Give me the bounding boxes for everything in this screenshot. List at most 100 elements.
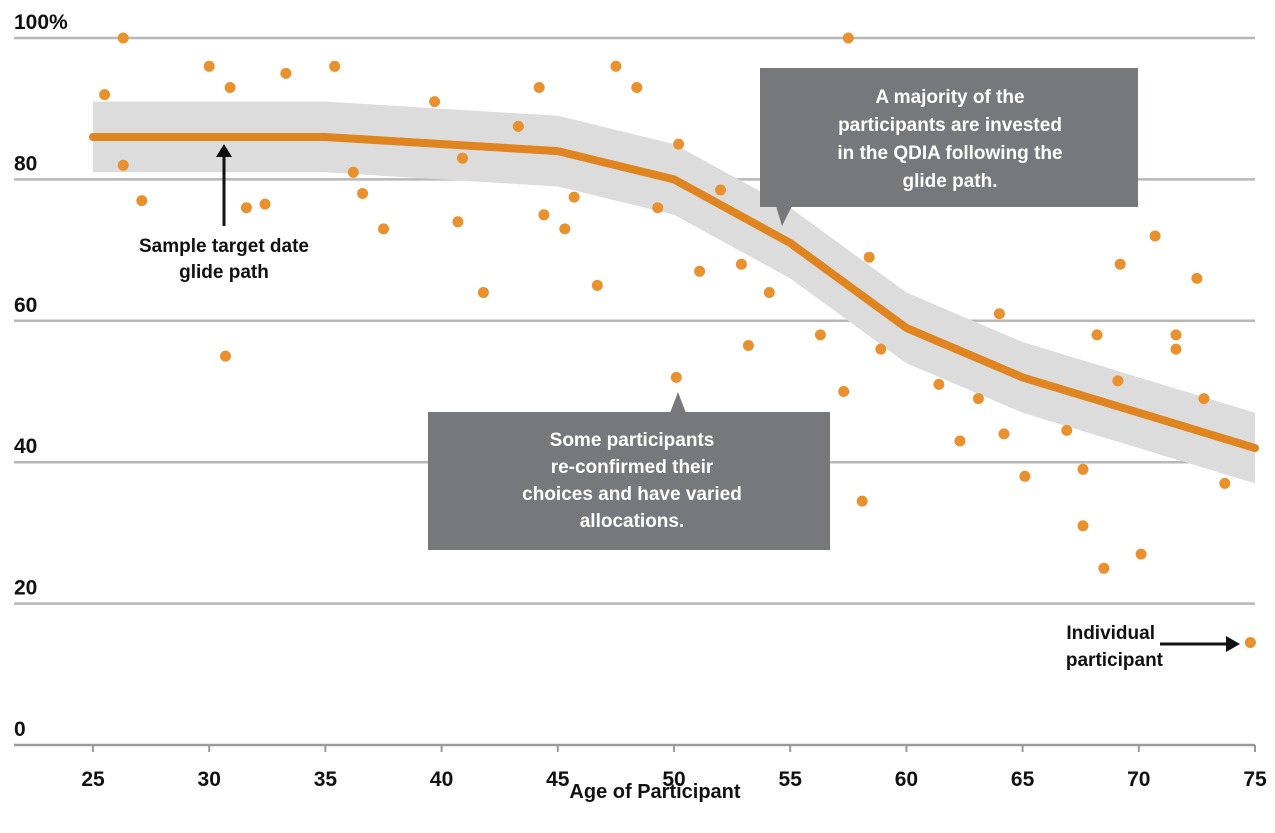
participant-point: [280, 67, 292, 79]
participant-point: [1098, 562, 1110, 574]
participant-point: [670, 371, 682, 383]
participant-point: [329, 60, 341, 72]
participant-point: [1135, 548, 1147, 560]
y-tick-label: 40: [14, 435, 37, 458]
participant-point: [972, 393, 984, 405]
x-tick-label: 40: [430, 768, 453, 791]
individual-arrow-head: [1226, 636, 1240, 652]
participant-point: [224, 82, 236, 93]
majority-callout-line-1: A majority of the: [875, 87, 1024, 108]
majority-callout-box: [760, 68, 1138, 207]
participant-point: [378, 223, 389, 235]
majority-callout-line-3: in the QDIA following the: [837, 143, 1062, 164]
participant-point: [347, 166, 359, 178]
x-tick-label: 75: [1243, 768, 1267, 791]
participant-point: [814, 329, 826, 341]
y-tick-labels: 0 20 40 60 80 100%: [14, 11, 68, 741]
participant-point: [452, 216, 464, 228]
participant-point: [591, 279, 603, 291]
participant-point: [117, 159, 129, 171]
participant-point: [998, 428, 1010, 440]
participant-point: [1077, 520, 1089, 532]
participant-point: [136, 195, 148, 207]
participant-point: [1114, 258, 1126, 270]
participant-point: [993, 308, 1005, 320]
participant-point: [477, 287, 489, 298]
participant-point: [559, 223, 571, 235]
majority-callout-line-2: participants are invested: [838, 115, 1062, 136]
participant-point: [533, 82, 545, 93]
varied-callout-line-3: choices and have varied: [522, 484, 742, 505]
participant-point: [954, 435, 966, 447]
glide-path-line: [89, 133, 1259, 453]
axes: [14, 743, 1256, 752]
x-tick-label: 60: [895, 768, 918, 791]
participant-point: [838, 386, 850, 397]
majority-callout: A majority of the participants are inves…: [760, 68, 1138, 226]
participant-point: [694, 265, 706, 277]
y-tick-label: 80: [14, 152, 37, 175]
participant-point: [856, 495, 868, 507]
x-tick-label: 25: [81, 768, 105, 791]
participant-point: [715, 184, 726, 196]
x-tick-label: 35: [314, 768, 338, 791]
x-tick-label: 45: [546, 768, 570, 791]
participant-point: [1170, 343, 1182, 355]
participant-point: [568, 191, 580, 203]
participant-point: [933, 378, 945, 390]
participant-point: [1019, 470, 1031, 482]
participant-point: [457, 152, 468, 164]
varied-callout-line-1: Some participants: [550, 430, 715, 451]
participant-point: [735, 258, 747, 270]
varied-callout-pointer: [670, 392, 686, 413]
participant-point: [1149, 230, 1161, 242]
participant-point: [1198, 393, 1210, 405]
participant-point: [652, 202, 664, 214]
glide-path-band-area: [93, 101, 1255, 484]
individual-label-line-2: participant: [1066, 650, 1164, 671]
participant-point: [1061, 424, 1073, 436]
glide-path-annotation: Sample target date glide path: [139, 144, 309, 283]
participant-point: [1244, 637, 1256, 648]
participant-point: [220, 350, 231, 362]
y-tick-label: 60: [14, 294, 37, 317]
participant-point: [1112, 375, 1124, 387]
participant-point: [538, 209, 550, 221]
x-tick-label: 65: [1011, 768, 1035, 791]
participant-point: [673, 138, 685, 150]
participant-point: [631, 82, 643, 93]
participant-point: [1191, 272, 1203, 284]
varied-callout: Some participants re-confirmed their cho…: [428, 392, 830, 550]
x-tick-label: 55: [779, 768, 803, 791]
participant-point: [763, 287, 775, 298]
participant-point: [1091, 329, 1103, 341]
x-tick-label: 70: [1127, 768, 1150, 791]
varied-callout-line-4: allocations.: [580, 511, 685, 532]
participant-point: [117, 32, 129, 44]
participant-point: [357, 188, 369, 199]
participant-point: [99, 89, 111, 101]
participant-point: [1077, 463, 1089, 475]
glide-path-label-line-2: glide path: [179, 262, 269, 283]
x-tick-label: 50: [662, 768, 685, 791]
participant-point: [259, 198, 271, 210]
participant-point: [875, 343, 887, 355]
participant-point: [512, 120, 524, 132]
participant-point: [742, 340, 754, 351]
individual-label-line-1: Individual: [1066, 623, 1155, 644]
participant-point: [1170, 329, 1182, 341]
y-tick-label: 0: [14, 718, 26, 741]
participant-point: [1219, 477, 1231, 489]
participant-point: [429, 96, 441, 108]
varied-callout-box: [428, 412, 830, 550]
participant-point: [842, 32, 854, 44]
participant-point: [203, 60, 215, 72]
varied-callout-line-2: re-confirmed their: [551, 457, 714, 478]
participant-point: [240, 202, 252, 214]
majority-callout-pointer: [776, 206, 792, 226]
participant-points: [99, 32, 1256, 648]
glide-path-label-line-1: Sample target date: [139, 236, 309, 257]
y-tick-label: 20: [14, 577, 37, 600]
glide-path-band: [93, 101, 1255, 484]
